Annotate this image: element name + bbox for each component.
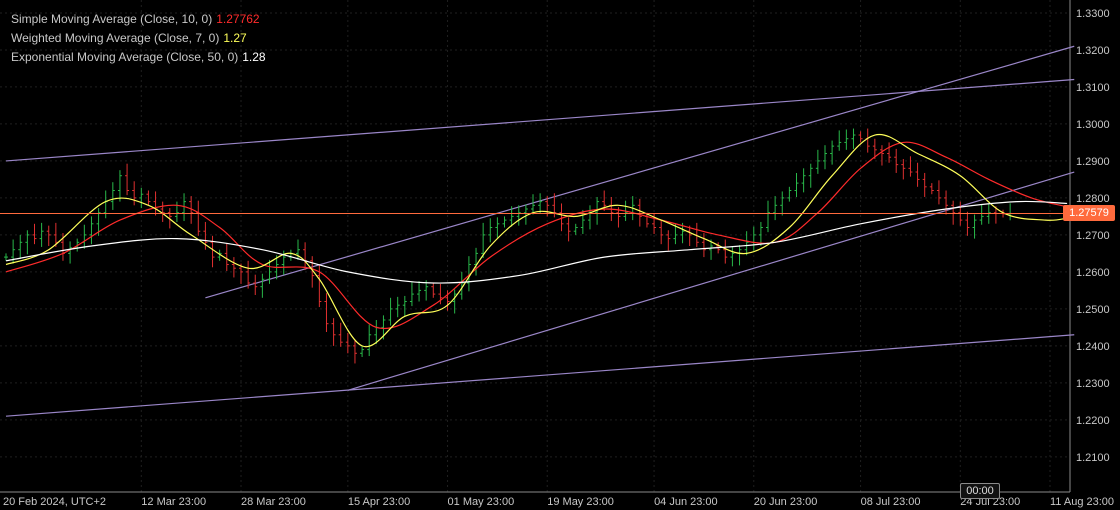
legend-wma-label: Weighted Moving Average (Close, 7, 0) <box>11 31 220 45</box>
y-tick-label: 1.2600 <box>1076 267 1110 279</box>
x-tick-label: 24 Jul 23:00 <box>960 496 1020 508</box>
trendline[interactable] <box>205 45 1075 299</box>
cursor-time-badge[interactable]: 00:00 <box>960 483 1000 499</box>
y-tick-label: 1.2700 <box>1076 230 1110 242</box>
indicator-legend: Simple Moving Average (Close, 10, 0) 1.27… <box>11 10 266 67</box>
legend-wma[interactable]: Weighted Moving Average (Close, 7, 0) 1.2… <box>11 29 266 48</box>
y-tick-label: 1.2900 <box>1076 156 1110 168</box>
legend-ema-value: 1.28 <box>242 50 266 64</box>
y-tick-label: 1.2800 <box>1076 193 1110 205</box>
trendline[interactable] <box>5 78 1075 162</box>
x-tick-label: 15 Apr 23:00 <box>348 496 410 508</box>
legend-sma-label: Simple Moving Average (Close, 10, 0) <box>11 12 213 26</box>
y-tick-label: 1.3100 <box>1076 82 1110 94</box>
x-tick-label: 08 Jul 23:00 <box>861 496 921 508</box>
x-tick-label: 19 May 23:00 <box>547 496 614 508</box>
x-tick-label: 28 Mar 23:00 <box>241 496 306 508</box>
y-tick-label: 1.2300 <box>1076 378 1110 390</box>
trendline[interactable] <box>347 171 1075 391</box>
y-tick-label: 1.2200 <box>1076 415 1110 427</box>
x-tick-label: 11 Aug 23:00 <box>1050 496 1114 508</box>
y-tick-label: 1.2100 <box>1076 452 1110 464</box>
y-tick-label: 1.3000 <box>1076 119 1110 131</box>
trendline[interactable] <box>5 334 1075 417</box>
x-tick-label: 01 May 23:00 <box>448 496 515 508</box>
legend-sma[interactable]: Simple Moving Average (Close, 10, 0) 1.27… <box>11 10 266 29</box>
x-tick-label: 12 Mar 23:00 <box>141 496 206 508</box>
x-tick-label: 04 Jun 23:00 <box>654 496 718 508</box>
current-price-badge: 1.27579 <box>1063 205 1115 222</box>
x-tick-label: 20 Jun 23:00 <box>754 496 818 508</box>
y-tick-label: 1.2400 <box>1076 341 1110 353</box>
wma-7-line <box>5 133 1068 348</box>
legend-sma-value: 1.27762 <box>216 12 260 26</box>
legend-wma-value: 1.27 <box>223 31 247 45</box>
legend-ema[interactable]: Exponential Moving Average (Close, 50, 0… <box>11 48 266 67</box>
x-tick-label: 20 Feb 2024, UTC+2 <box>3 496 106 508</box>
legend-ema-label: Exponential Moving Average (Close, 50, 0… <box>11 50 239 64</box>
y-tick-label: 1.3200 <box>1076 45 1110 57</box>
y-tick-label: 1.2500 <box>1076 304 1110 316</box>
y-tick-label: 1.3300 <box>1076 8 1110 20</box>
